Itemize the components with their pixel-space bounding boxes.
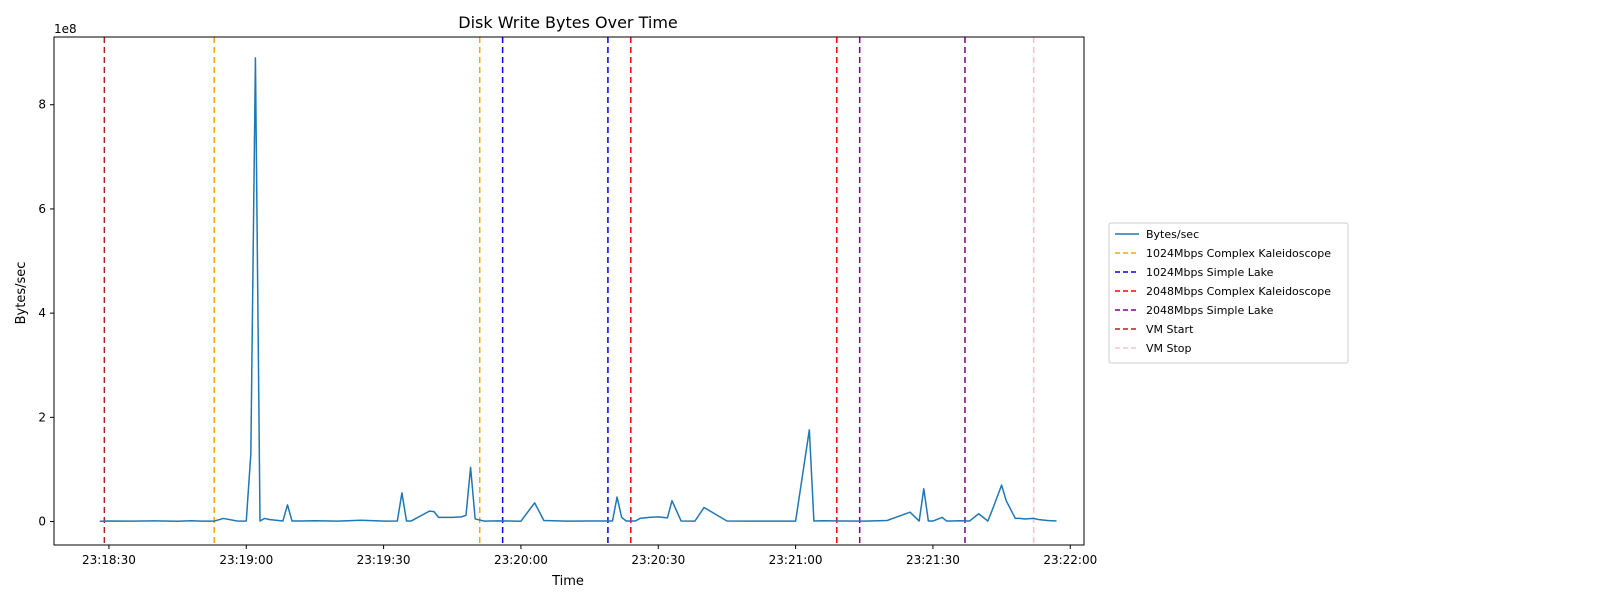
y-tick-label: 6 bbox=[38, 202, 46, 216]
legend-label: 2048Mbps Simple Lake bbox=[1146, 304, 1274, 317]
y-offset-label: 1e8 bbox=[54, 22, 77, 36]
x-tick-label: 23:21:00 bbox=[769, 553, 823, 567]
x-axis-label: Time bbox=[551, 574, 584, 589]
legend-label: 2048Mbps Complex Kaleidoscope bbox=[1146, 285, 1331, 298]
x-tick-label: 23:18:30 bbox=[82, 553, 136, 567]
chart-title: Disk Write Bytes Over Time bbox=[458, 13, 678, 32]
y-tick-label: 8 bbox=[38, 98, 46, 112]
legend-label: 1024Mbps Complex Kaleidoscope bbox=[1146, 247, 1331, 260]
x-tick-label: 23:19:00 bbox=[219, 553, 273, 567]
legend-box bbox=[1108, 222, 1349, 364]
legend-label: Bytes/sec bbox=[1146, 228, 1199, 241]
legend-label: 1024Mbps Simple Lake bbox=[1146, 266, 1274, 279]
x-tick-label: 23:22:00 bbox=[1043, 553, 1097, 567]
series-line bbox=[99, 57, 1057, 523]
y-ticks: 0 2 4 6 8 bbox=[38, 98, 54, 529]
legend: Bytes/sec 1024Mbps Complex Kaleidoscope 10… bbox=[1108, 222, 1349, 364]
event-lines bbox=[103, 37, 1035, 545]
x-tick-label: 23:20:00 bbox=[494, 553, 548, 567]
y-axis-label: Bytes/sec bbox=[14, 262, 29, 325]
y-tick-label: 0 bbox=[38, 515, 46, 529]
x-tick-label: 23:20:30 bbox=[631, 553, 685, 567]
legend-label: VM Stop bbox=[1146, 342, 1192, 355]
x-tick-label: 23:19:30 bbox=[357, 553, 411, 567]
y-tick-label: 2 bbox=[38, 410, 46, 424]
legend-label: VM Start bbox=[1146, 323, 1194, 336]
x-tick-label: 23:21:30 bbox=[906, 553, 960, 567]
plot-frame bbox=[53, 36, 1085, 546]
series-layer bbox=[99, 57, 1057, 523]
y-tick-label: 4 bbox=[38, 306, 46, 320]
x-ticks: 23:18:30 23:19:00 23:19:30 23:20:00 23:20:30… bbox=[82, 545, 1097, 567]
